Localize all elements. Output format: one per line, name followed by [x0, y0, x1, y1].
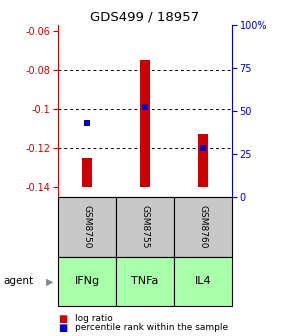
Bar — [140, 60, 150, 187]
Text: GSM8750: GSM8750 — [82, 205, 92, 249]
Text: IFNg: IFNg — [75, 277, 99, 286]
Text: ▶: ▶ — [46, 277, 54, 286]
Bar — [116, 197, 174, 257]
Text: TNFa: TNFa — [131, 277, 159, 286]
Bar — [198, 134, 208, 187]
Text: ■: ■ — [58, 313, 67, 324]
Text: percentile rank within the sample: percentile rank within the sample — [75, 323, 229, 332]
Bar — [58, 257, 116, 306]
Text: GDS499 / 18957: GDS499 / 18957 — [90, 11, 200, 24]
Text: agent: agent — [3, 277, 33, 286]
Bar — [174, 257, 232, 306]
Text: GSM8760: GSM8760 — [198, 205, 208, 249]
Bar — [82, 158, 92, 187]
Bar — [58, 197, 116, 257]
Text: IL4: IL4 — [195, 277, 211, 286]
Text: GSM8755: GSM8755 — [140, 205, 150, 249]
Bar — [174, 197, 232, 257]
Text: log ratio: log ratio — [75, 314, 113, 323]
Bar — [116, 257, 174, 306]
Text: ■: ■ — [58, 323, 67, 333]
